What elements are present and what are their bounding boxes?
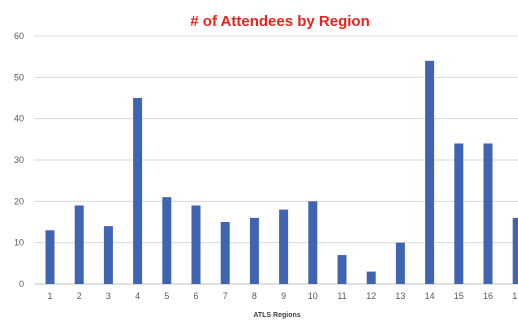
y-tick-label: 40: [14, 114, 24, 124]
y-tick-label: 50: [14, 72, 24, 82]
x-tick-label: 13: [395, 291, 405, 301]
bar-region-12: [366, 271, 376, 284]
bar-region-7: [220, 222, 230, 284]
x-tick-label: 8: [252, 291, 257, 301]
x-tick-label: 10: [308, 291, 318, 301]
bar-region-1: [45, 230, 55, 284]
bars: [45, 60, 518, 284]
y-tick-label: 60: [14, 31, 24, 41]
bar-region-17: [512, 217, 518, 284]
bar-region-8: [249, 217, 259, 284]
x-tick-label: 5: [164, 291, 169, 301]
x-tick-label: 16: [483, 291, 493, 301]
bar-region-6: [191, 205, 201, 284]
x-tick-label: 2: [77, 291, 82, 301]
gridlines: [34, 35, 518, 285]
x-axis-tick-labels: 1234567891011121314151617: [47, 291, 518, 301]
bar-region-4: [133, 98, 143, 284]
y-tick-label: 0: [19, 279, 24, 289]
bar-region-13: [395, 242, 405, 284]
y-tick-label: 30: [14, 155, 24, 165]
bar-region-15: [454, 143, 464, 284]
y-axis-tick-labels: 0 10 20 30 40 50 60: [14, 31, 24, 289]
x-tick-label: 1: [47, 291, 52, 301]
bar-region-3: [103, 226, 113, 284]
x-tick-label: 14: [425, 291, 435, 301]
bar-region-16: [483, 143, 493, 284]
x-tick-label: 15: [454, 291, 464, 301]
bar-region-10: [308, 201, 318, 284]
x-tick-label: 7: [223, 291, 228, 301]
y-tick-label: 10: [14, 238, 24, 248]
x-tick-label: 4: [135, 291, 140, 301]
bar-region-2: [74, 205, 84, 284]
bar-region-14: [425, 60, 435, 284]
x-tick-label: 3: [106, 291, 111, 301]
chart-title: # of Attendees by Region: [190, 13, 369, 30]
x-tick-label: 12: [366, 291, 376, 301]
x-tick-label: 11: [337, 291, 346, 301]
x-tick-label: 9: [281, 291, 286, 301]
x-tick-label: 6: [193, 291, 198, 301]
x-axis-title: ATLS Regions: [253, 312, 300, 319]
bar-region-11: [337, 255, 347, 284]
y-tick-label: 20: [14, 196, 24, 206]
bar-region-9: [279, 209, 289, 284]
bar-region-5: [162, 197, 172, 284]
x-tick-label: 17: [512, 291, 518, 301]
